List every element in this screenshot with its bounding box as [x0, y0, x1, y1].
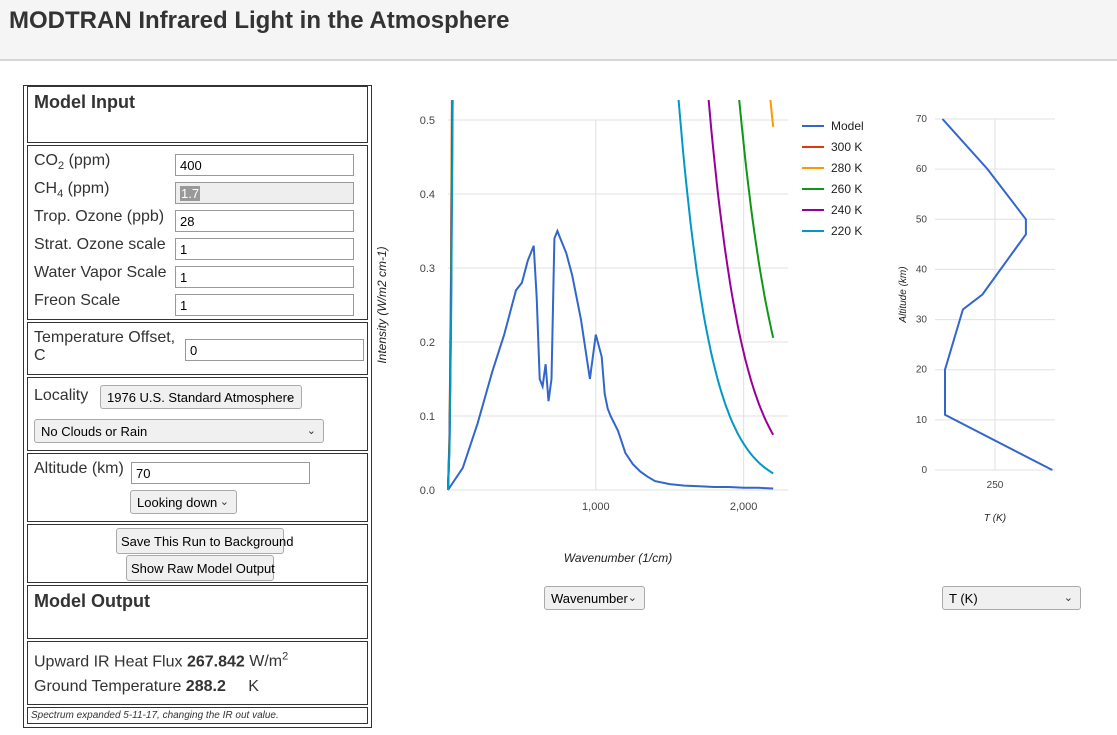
temp-offset-label: Temperature Offset, [34, 329, 176, 346]
altitude-input[interactable]: 70 [131, 462, 310, 484]
series-line-260-k [447, 100, 775, 491]
chevron-down-icon: ⌄ [284, 391, 294, 403]
y-tick-label: 0.1 [420, 411, 435, 423]
temp-offset-unit: C [34, 347, 46, 364]
save-run-button[interactable]: Save This Run to Background [116, 528, 293, 554]
series-line-model [447, 228, 774, 491]
strat-ozone-input[interactable]: 1 [175, 238, 354, 260]
model-output-title: Model Output [34, 591, 150, 611]
y-tick-label: 0.2 [420, 337, 435, 349]
y-tick-label: 60 [916, 164, 928, 175]
output-values-box: Upward IR Heat Flux 267.842 W/m2 Ground … [27, 641, 368, 705]
y-tick-label: 0.3 [420, 263, 435, 275]
model-output-box: Model Output [27, 585, 368, 639]
freon-label: Freon Scale [34, 292, 121, 309]
series-line-300-k [447, 100, 453, 491]
flux-label: Upward IR Heat Flux [34, 653, 183, 671]
series-line-220-k [447, 100, 774, 491]
y-axis-title: Intensity (W/m2 cm-1) [375, 246, 389, 363]
co2-label: CO2 (ppm) [34, 152, 111, 173]
gas-inputs-box: CO2 (ppm) 400 CH4 (ppm) 1.7 Trop. Ozone … [27, 145, 368, 320]
page-title: MODTRAN Infrared Light in the Atmosphere [9, 7, 510, 34]
profile-axis-select[interactable]: T (K) ⌄ [942, 586, 1081, 610]
temp-offset-input[interactable]: 0 [185, 339, 364, 361]
chevron-down-icon: ⌄ [627, 592, 637, 604]
flux-unit: W/m2 [249, 651, 289, 671]
y-tick-label: 10 [916, 415, 928, 426]
y-tick-label: 20 [916, 365, 928, 376]
trop-ozone-label: Trop. Ozone (ppb) [34, 208, 165, 225]
y-tick-label: 0.4 [420, 189, 435, 201]
ground-unit: K [248, 678, 259, 695]
profile-axis-value: T (K) [949, 591, 978, 606]
chevron-down-icon: ⌄ [306, 425, 316, 437]
model-input-box: Model Input [27, 86, 368, 143]
spectrum-note: Spectrum expanded 5-11-17, changing the … [27, 707, 368, 724]
x-tick-label: 1,000 [582, 501, 610, 513]
ground-label: Ground Temperature [34, 678, 182, 695]
profile-chart: 0 10 20 30 40 50 60 70 250 T (K) Altitude (km) [898, 114, 1055, 524]
freon-input[interactable]: 1 [175, 294, 354, 316]
water-vapor-label: Water Vapor Scale [34, 264, 167, 281]
x-tick-label: 250 [987, 480, 1004, 491]
x-tick-label: 2,000 [730, 501, 758, 513]
locality-label: Locality [34, 387, 89, 404]
legend-entry: Model [831, 119, 864, 133]
series-line-240-k [447, 100, 775, 491]
locality-value: 1976 U.S. Standard Atmosphere [107, 390, 295, 405]
control-panel: Model Input CO2 (ppm) 400 CH4 (ppm) 1.7 … [23, 85, 372, 728]
ground-row: Ground Temperature 288.2 K [34, 678, 259, 696]
x-axis-title: T (K) [984, 513, 1006, 524]
chevron-down-icon: ⌄ [1063, 592, 1073, 604]
water-vapor-input[interactable]: 1 [175, 266, 354, 288]
spectrum-axis-value: Wavenumber [551, 591, 628, 606]
legend-entry: 280 K [831, 161, 862, 175]
locality-box: Locality 1976 U.S. Standard Atmosphere ⌄… [27, 377, 368, 451]
y-tick-label: 50 [916, 214, 928, 225]
legend-entry: 300 K [831, 140, 862, 154]
trop-ozone-input[interactable]: 28 [175, 210, 354, 232]
model-input-title: Model Input [34, 92, 135, 112]
ch4-value: 1.7 [180, 186, 201, 201]
ch4-input[interactable]: 1.7 [175, 182, 354, 204]
flux-value: 267.842 [186, 653, 245, 671]
legend-entry: 260 K [831, 182, 862, 196]
temp-offset-box: Temperature Offset, C 0 [27, 322, 368, 375]
x-axis-title: Wavenumber (1/cm) [564, 551, 672, 565]
locality-select[interactable]: 1976 U.S. Standard Atmosphere ⌄ [100, 385, 302, 409]
chevron-down-icon: ⌄ [219, 496, 229, 508]
series-line-280-k [447, 100, 775, 491]
altitude-label: Altitude (km) [34, 460, 124, 477]
y-tick-label: 0.0 [420, 485, 435, 497]
spectrum-chart: 0.0 0.1 0.2 0.3 0.4 0.5 1,000 2,000 Wavenumber (… [375, 100, 864, 565]
looking-value: Looking down [137, 495, 218, 510]
ch4-label: CH4 (ppm) [34, 180, 110, 201]
altitude-box: Altitude (km) 70 Looking down ⌄ [27, 453, 368, 522]
co2-input[interactable]: 400 [175, 154, 354, 176]
clouds-value: No Clouds or Rain [41, 424, 148, 439]
header-bar: MODTRAN Infrared Light in the Atmosphere [0, 0, 1117, 61]
looking-select[interactable]: Looking down ⌄ [130, 490, 237, 514]
flux-row: Upward IR Heat Flux 267.842 W/m2 [34, 651, 288, 671]
y-axis-title: Altitude (km) [898, 266, 909, 323]
legend-entry: 220 K [831, 224, 862, 238]
y-tick-label: 30 [916, 315, 928, 326]
clouds-select[interactable]: No Clouds or Rain ⌄ [34, 419, 324, 443]
y-tick-label: 70 [916, 114, 928, 125]
temperature-profile-line [941, 118, 1053, 471]
legend-entry: 240 K [831, 203, 862, 217]
y-tick-label: 40 [916, 264, 928, 275]
ground-value: 288.2 [185, 678, 226, 695]
y-tick-label: 0 [921, 465, 927, 476]
y-tick-label: 0.5 [420, 115, 435, 127]
buttons-box: Save This Run to Background Show Raw Mod… [27, 524, 368, 583]
spectrum-axis-select[interactable]: Wavenumber ⌄ [544, 586, 645, 610]
raw-output-button[interactable]: Show Raw Model Output [126, 555, 275, 581]
strat-ozone-label: Strat. Ozone scale [34, 236, 166, 253]
